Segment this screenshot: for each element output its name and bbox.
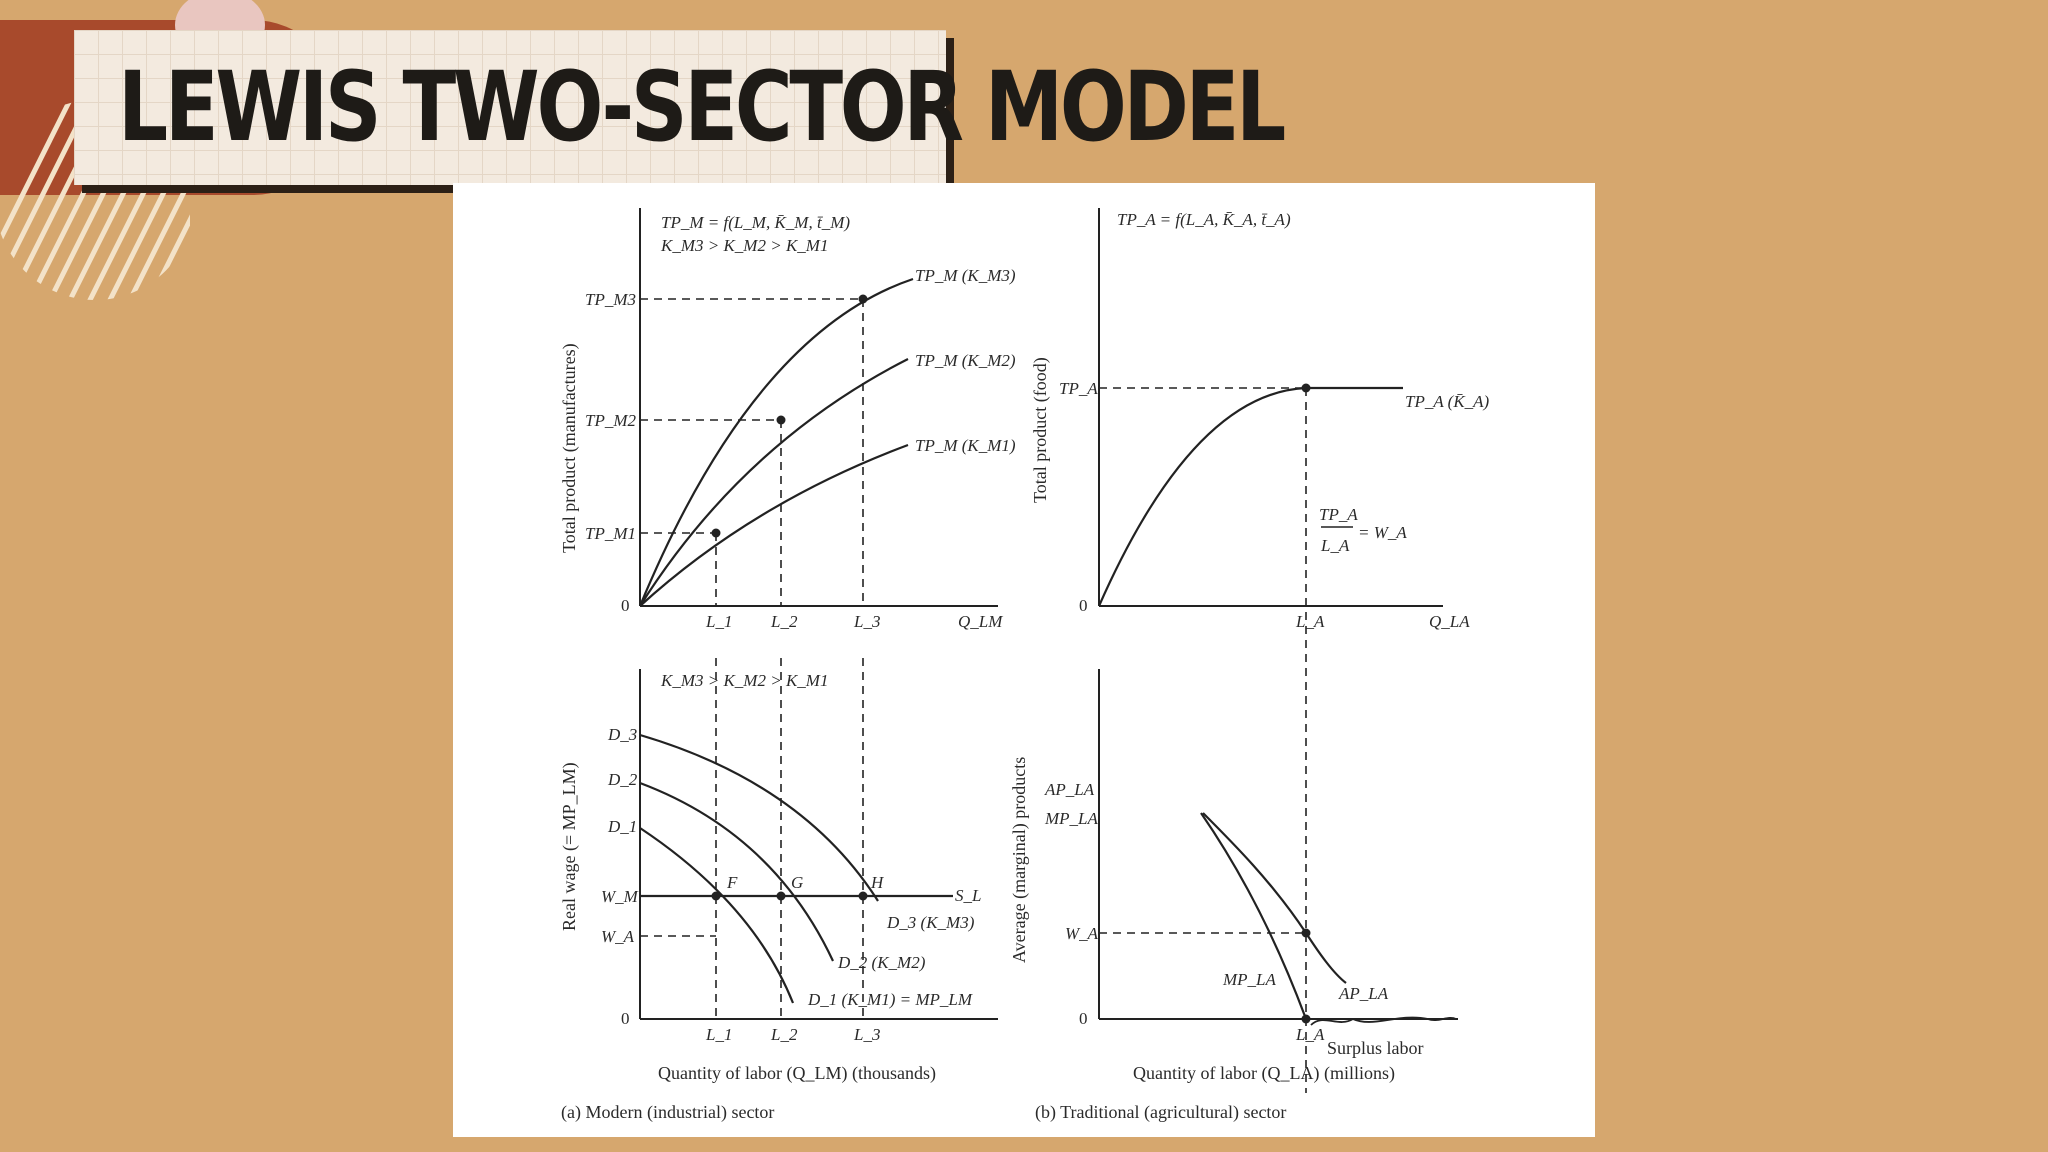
tick-d2: D_2 [607, 770, 638, 789]
origin-b-top: 0 [1079, 596, 1088, 615]
curve-d2 [639, 781, 834, 962]
slide-title: LEWIS TWO-SECTOR MODEL [118, 51, 1286, 163]
tick-l3-bottom: L_3 [853, 1025, 880, 1044]
tick-wa-right: W_A [1065, 924, 1099, 943]
panel-a-top [638, 208, 998, 607]
curve-tpm-km1 [639, 443, 909, 607]
tick-la-bottom: L_A [1295, 1025, 1325, 1044]
label-tpm-km2: TP_M (K_M2) [915, 351, 1016, 370]
axis-qlm: Q_LM [958, 612, 1003, 631]
label-sl: S_L [955, 886, 981, 905]
point-h: H [870, 873, 885, 892]
eq-tpa: TP_A = f(L_A, K̄_A, t̄_A) [1117, 210, 1291, 229]
tick-d3: D_3 [607, 725, 637, 744]
eq-km-order-top: K_M3 > K_M2 > K_M1 [660, 236, 828, 255]
tick-l2-bottom: L_2 [770, 1025, 798, 1044]
surplus-brace [1310, 1016, 1457, 1026]
tick-l1-top: L_1 [705, 612, 732, 631]
lewis-model-diagram: TP_M = f(L_M, K̄_M, t̄_M) K_M3 > K_M2 > … [559, 208, 1490, 1123]
tick-wa-left: W_A [601, 927, 635, 946]
ylabel-a-top: Total product (manufactures) [559, 343, 580, 553]
ratio-equals-wa: = W_A [1358, 523, 1407, 542]
ylabel-a-bottom: Real wage (= MP_LM) [559, 762, 580, 931]
label-tpm-km3: TP_M (K_M3) [915, 266, 1016, 285]
origin-b-bottom: 0 [1079, 1009, 1088, 1028]
label-d2-km2: D_2 (K_M2) [837, 953, 926, 972]
origin-a-top: 0 [621, 596, 630, 615]
curve-tpa [1097, 386, 1403, 607]
panel-b-bottom [1098, 669, 1458, 1026]
point-g: G [791, 873, 803, 892]
tick-wm: W_M [601, 887, 639, 906]
eq-km-order-bottom: K_M3 > K_M2 > K_M1 [660, 671, 828, 690]
point-f: F [726, 873, 738, 892]
curve-d1 [639, 827, 795, 1004]
label-apla: AP_LA [1338, 984, 1389, 1003]
ratio-denominator: L_A [1320, 536, 1350, 555]
label-tpm-km1: TP_M (K_M1) [915, 436, 1016, 455]
tick-d1: D_1 [607, 817, 637, 836]
axis-qla: Q_LA [1429, 612, 1470, 631]
panel-a-bottom-labels: K_M3 > K_M2 > K_M1 Real wage (= MP_LM) 0… [559, 671, 981, 1123]
panel-b-bottom-labels: Average (marginal) products AP_LA MP_LA … [1009, 757, 1424, 1123]
tick-tpm1: TP_M1 [585, 524, 636, 543]
diagram-panel: TP_M = f(L_M, K̄_M, t̄_M) K_M3 > K_M2 > … [453, 183, 1595, 1137]
curve-apla [1202, 812, 1347, 984]
ratio-numerator: TP_A [1319, 505, 1358, 524]
panel-a-top-labels: TP_M = f(L_M, K̄_M, t̄_M) K_M3 > K_M2 > … [559, 213, 1016, 631]
xlabel-b: Quantity of labor (Q_LA) (millions) [1133, 1063, 1395, 1084]
eq-tpm: TP_M = f(L_M, K̄_M, t̄_M) [661, 213, 850, 232]
surplus-labor: Surplus labor [1327, 1038, 1424, 1058]
tick-tpa: TP_A [1059, 379, 1098, 398]
tick-tpm2: TP_M2 [585, 411, 637, 430]
panel-b-top-labels: TP_A = f(L_A, K̄_A, t̄_A) Total product … [1030, 210, 1490, 631]
panel-a-bottom [639, 658, 998, 1020]
caption-a: (a) Modern (industrial) sector [561, 1102, 774, 1123]
title-box: LEWIS TWO-SECTOR MODEL [74, 30, 1286, 185]
label-d3-km3: D_3 (K_M3) [886, 913, 975, 932]
tick-mpla: MP_LA [1044, 809, 1099, 828]
tick-l3-top: L_3 [853, 612, 880, 631]
xlabel-a: Quantity of labor (Q_LM) (thousands) [658, 1063, 936, 1084]
panel-b-top [1097, 208, 1443, 1093]
ylabel-b-top: Total product (food) [1030, 357, 1051, 503]
tick-la-top: L_A [1295, 612, 1325, 631]
tick-l1-bottom: L_1 [705, 1025, 732, 1044]
tick-tpm3: TP_M3 [585, 290, 636, 309]
tick-l2-top: L_2 [770, 612, 798, 631]
caption-b: (b) Traditional (agricultural) sector [1035, 1102, 1286, 1123]
origin-a-bottom: 0 [621, 1009, 630, 1028]
curve-d3 [639, 733, 879, 902]
tick-apla: AP_LA [1044, 780, 1095, 799]
label-d1-mplm: D_1 (K_M1) = MP_LM [807, 990, 973, 1009]
curve-tpm-km2 [639, 358, 909, 607]
curve-tpm-km3 [638, 277, 914, 607]
label-tpa-ka: TP_A (K̄_A) [1405, 392, 1490, 411]
label-mpla: MP_LA [1222, 970, 1277, 989]
ylabel-b-bottom: Average (marginal) products [1009, 757, 1030, 963]
curve-mpla [1200, 812, 1308, 1020]
